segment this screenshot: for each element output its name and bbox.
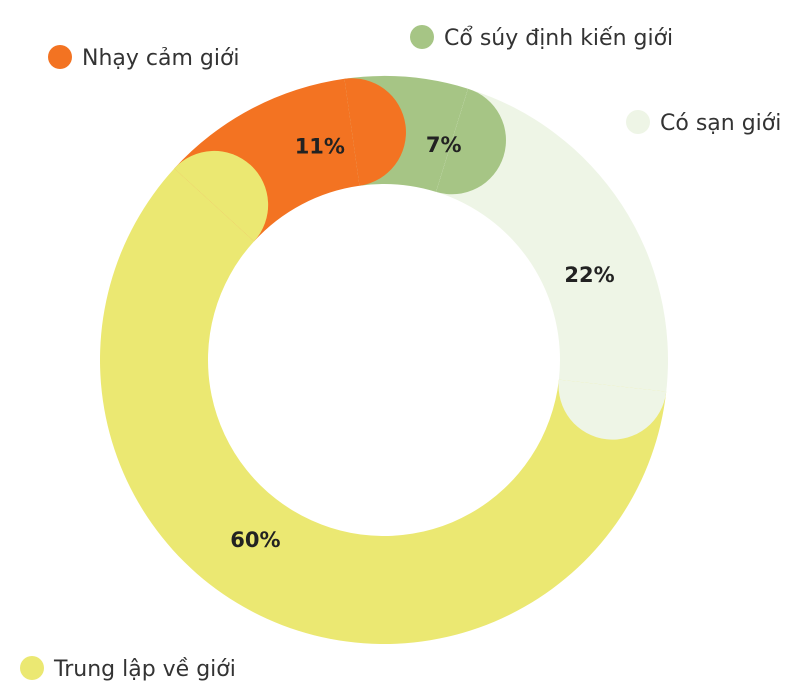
legend-label: Cổ súy định kiến giới (444, 26, 673, 51)
legend-swatch (20, 656, 44, 680)
legend-swatch (626, 110, 650, 134)
legend-label: Có sạn giới (660, 111, 781, 136)
segment-caps (174, 78, 667, 440)
segment-cap (436, 88, 506, 195)
segment-cap (344, 78, 406, 186)
donut-segment (99, 168, 667, 645)
value-label: 11% (295, 134, 345, 158)
segment-cap (558, 379, 667, 440)
value-label: 60% (230, 528, 280, 552)
legend-label: Nhạy cảm giới (82, 46, 240, 71)
segment-cap (174, 150, 269, 242)
legend-label: Trung lập về giới (53, 657, 236, 682)
value-label: 22% (564, 263, 614, 287)
legend-swatch (48, 45, 72, 69)
value-label: 7% (426, 133, 462, 157)
legend-swatch (410, 25, 434, 49)
